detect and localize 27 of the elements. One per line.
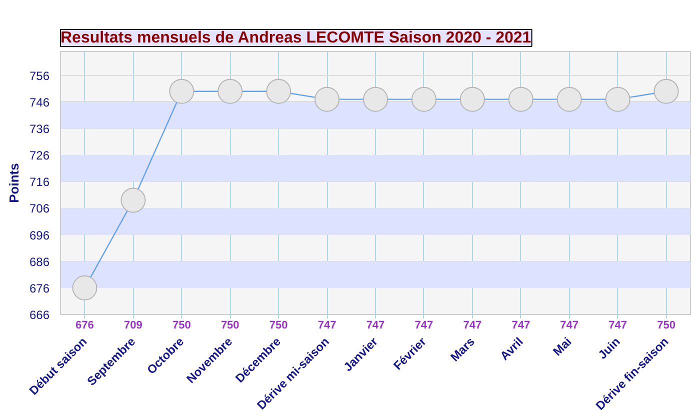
- y-tick-label: 756: [29, 68, 50, 83]
- chart-title: Resultats mensuels de Andreas LECOMTE Saison 2020 - 2021: [60, 30, 532, 46]
- y-axis-title: Points: [6, 163, 22, 203]
- data-label: 747: [512, 320, 530, 332]
- y-tick-label: 736: [29, 122, 50, 136]
- data-label: 676: [76, 320, 94, 332]
- y-tick-label: 686: [29, 254, 50, 269]
- y-tick-label: 716: [29, 175, 50, 190]
- x-tick-label: Mai: [550, 334, 574, 359]
- y-tick-label: 706: [29, 202, 50, 216]
- data-label: 747: [414, 320, 434, 332]
- data-label: 750: [172, 320, 191, 332]
- data-label: 750: [657, 320, 676, 332]
- y-tick-label: 676: [29, 281, 50, 296]
- data-label: 747: [608, 320, 627, 332]
- y-tick-label: 746: [29, 95, 50, 110]
- y-tick-label: 666: [29, 308, 50, 322]
- data-label: 747: [463, 320, 482, 332]
- data-label: 747: [318, 320, 336, 332]
- data-label: 750: [269, 320, 288, 332]
- data-label: 750: [220, 320, 240, 332]
- data-label: 747: [366, 320, 385, 332]
- y-tick-label: 696: [29, 228, 50, 242]
- y-tick-label: 726: [29, 148, 50, 163]
- x-tick-label: Juin: [595, 334, 623, 362]
- data-label: 709: [124, 320, 142, 332]
- data-label: 747: [560, 320, 579, 332]
